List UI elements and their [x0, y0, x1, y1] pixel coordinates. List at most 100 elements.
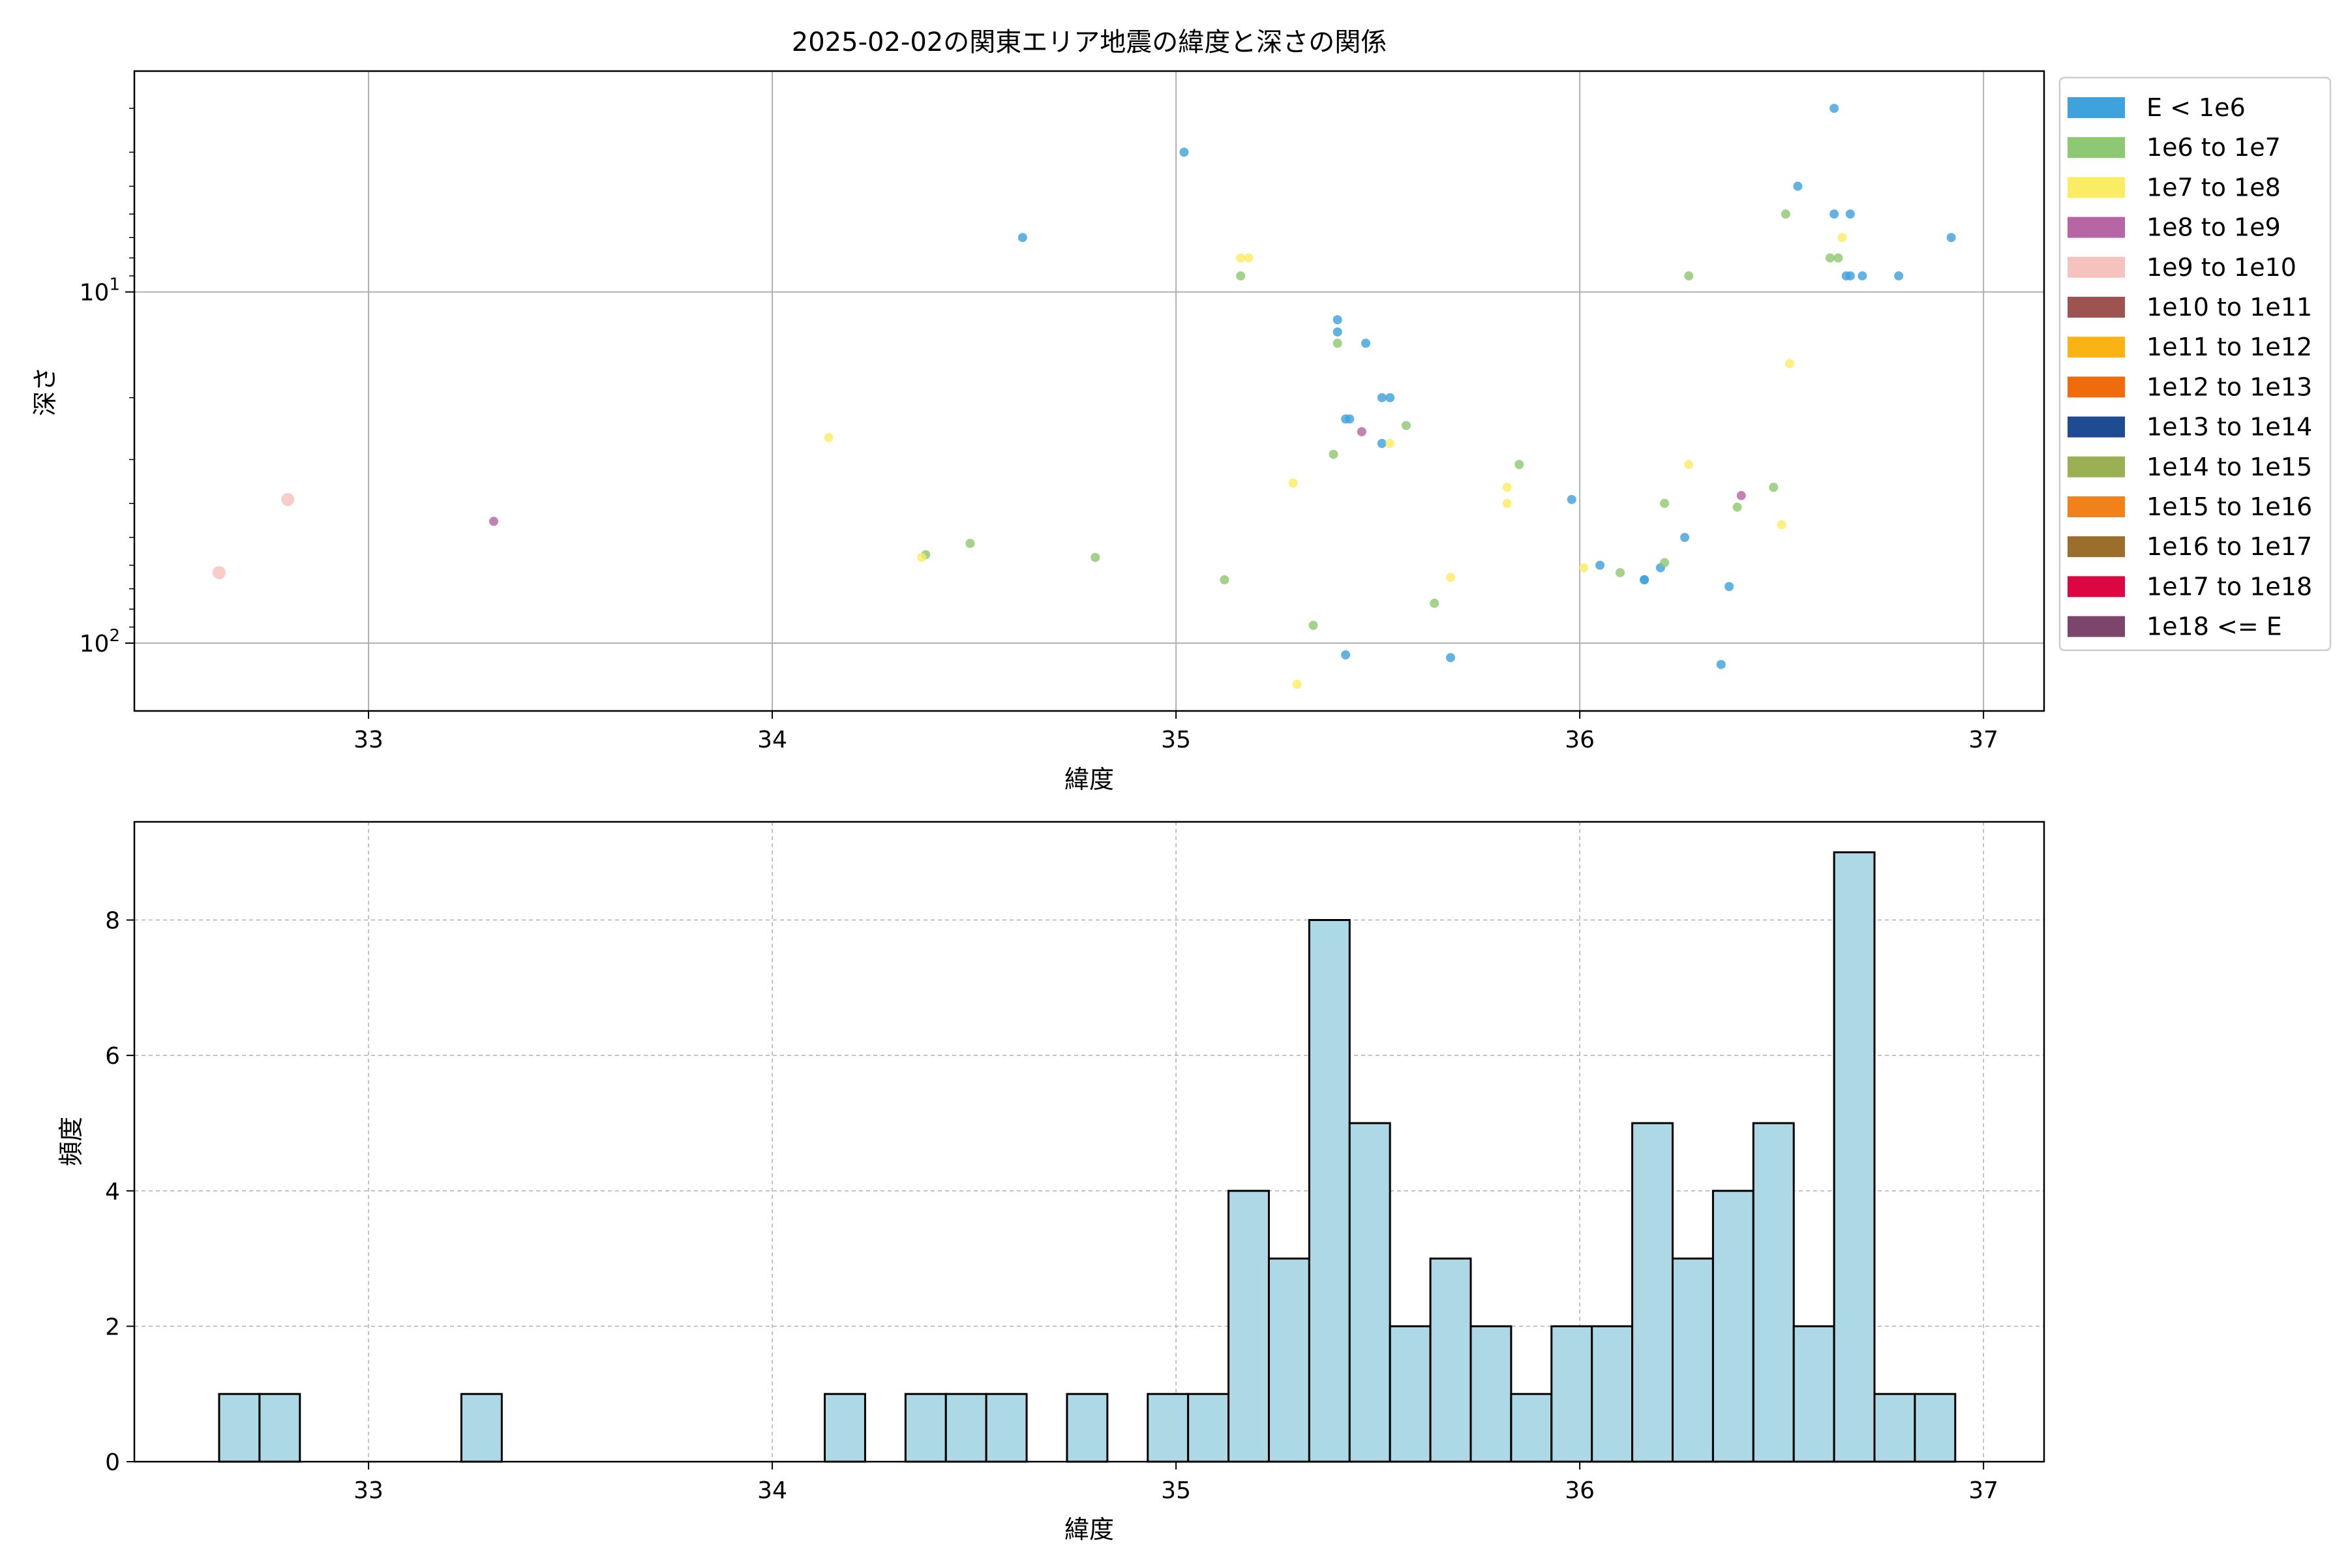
histogram-x-tick-label: 35	[1161, 1477, 1191, 1504]
histogram-bar	[1591, 1325, 1634, 1463]
legend-label: 1e18 <= E	[2146, 612, 2282, 641]
scatter-point	[1357, 427, 1366, 436]
histogram-bar	[1348, 1122, 1391, 1463]
histogram-bars	[218, 851, 1957, 1463]
histogram-x-ticks: 33 34 35 36 37	[354, 1462, 1998, 1504]
scatter-point	[1430, 598, 1439, 608]
scatter-point	[1332, 327, 1342, 337]
histogram-bar	[1066, 1393, 1109, 1463]
legend-swatch	[2068, 137, 2125, 158]
histogram-bar	[1550, 1325, 1593, 1463]
legend-label: 1e8 to 1e9	[2146, 213, 2281, 242]
scatter-y-tick-label: 101	[80, 275, 120, 307]
scatter-point	[1446, 573, 1456, 582]
histogram-bar	[985, 1393, 1028, 1463]
histogram-bar	[944, 1393, 987, 1463]
scatter-point	[1684, 271, 1694, 280]
scatter-point	[1732, 502, 1742, 512]
scatter-point	[1858, 271, 1867, 280]
scatter-y-axis-label: 深さ	[31, 367, 59, 416]
scatter-plot-frame	[133, 70, 2045, 712]
scatter-point	[1377, 438, 1387, 448]
legend-swatch	[2068, 616, 2125, 637]
scatter-point	[1616, 567, 1625, 577]
histogram-y-tick-label: 6	[105, 1043, 120, 1070]
legend-swatch	[2068, 576, 2125, 597]
scatter-point	[1017, 233, 1027, 243]
histogram-y-axis-label: 頻度	[57, 1117, 85, 1166]
legend-label: 1e10 to 1e11	[2146, 293, 2312, 322]
histogram-bar	[1147, 1393, 1190, 1463]
histogram-x-tick-label: 33	[354, 1477, 384, 1504]
legend-label: 1e11 to 1e12	[2146, 333, 2312, 361]
scatter-x-tick-label: 33	[354, 727, 384, 753]
scatter-y-ticks: 101 102	[80, 108, 134, 657]
scatter-point	[1385, 393, 1395, 402]
scatter-point	[1514, 460, 1524, 470]
scatter-point	[1793, 181, 1803, 191]
scatter-point	[1829, 104, 1839, 113]
scatter-point	[1660, 558, 1670, 567]
legend-label: 1e12 to 1e13	[2146, 372, 2312, 401]
scatter-point	[1777, 520, 1786, 530]
scatter-x-tick-label: 34	[757, 727, 787, 753]
histogram-plot-frame	[133, 821, 2045, 1463]
scatter-point	[1567, 494, 1576, 504]
scatter-point	[281, 492, 295, 506]
scatter-point	[1736, 490, 1746, 500]
histogram-y-ticks: 0 2 4 6 8	[105, 908, 134, 1476]
legend-swatch	[2068, 496, 2125, 517]
scatter-point	[1236, 253, 1246, 263]
scatter-point	[1236, 271, 1246, 280]
legend-label: 1e16 to 1e17	[2146, 532, 2312, 561]
scatter-point	[1446, 653, 1456, 663]
histogram-bar	[218, 1393, 261, 1463]
scatter-point	[1595, 560, 1605, 570]
scatter-point	[489, 517, 498, 526]
scatter-point	[1769, 483, 1779, 492]
histogram-bar	[1469, 1325, 1513, 1463]
scatter-point	[1845, 271, 1855, 280]
histogram-bar	[1914, 1393, 1957, 1463]
scatter-point	[1785, 359, 1795, 369]
histogram-bar	[1752, 1122, 1795, 1463]
scatter-point	[1332, 315, 1342, 325]
legend-swatch	[2068, 376, 2125, 398]
scatter-point	[1833, 253, 1843, 263]
scatter-point	[1377, 393, 1387, 402]
histogram-x-tick-label: 34	[757, 1477, 787, 1504]
scatter-grid	[134, 71, 2044, 711]
legend-swatch	[2068, 177, 2125, 198]
histogram-y-tick-label: 2	[105, 1314, 120, 1340]
scatter-point	[1292, 680, 1302, 689]
histogram-bar	[1510, 1393, 1553, 1463]
legend-swatch	[2068, 337, 2125, 358]
scatter-point	[1829, 209, 1839, 219]
histogram-bar	[1267, 1258, 1310, 1463]
scatter-point	[212, 565, 226, 579]
legend-swatch	[2068, 456, 2125, 477]
histogram-bar	[1792, 1325, 1835, 1463]
scatter-point	[1220, 575, 1229, 584]
scatter-point	[1680, 532, 1690, 542]
scatter-points	[212, 104, 1956, 689]
scatter-point	[1837, 233, 1847, 243]
scatter-point	[1946, 233, 1956, 243]
histogram-y-tick-label: 4	[105, 1179, 120, 1205]
legend-label: 1e17 to 1e18	[2146, 572, 2312, 601]
histogram-bar	[1187, 1393, 1230, 1463]
histogram-bar	[1389, 1325, 1432, 1463]
histogram-bar	[1429, 1258, 1472, 1463]
scatter-x-tick-label: 35	[1161, 727, 1191, 753]
scatter-chart-title: 2025-02-02の関東エリア地震の緯度と深さの関係	[792, 27, 1387, 57]
legend-label: 1e13 to 1e14	[2146, 413, 2312, 442]
scatter-point	[1502, 498, 1512, 508]
histogram-x-axis-label: 緯度	[1064, 1515, 1114, 1544]
legend-label: 1e15 to 1e16	[2146, 492, 2312, 521]
histogram-bar	[904, 1393, 947, 1463]
scatter-point	[965, 539, 975, 549]
legend-swatch	[2068, 416, 2125, 438]
scatter-y-tick-label: 102	[80, 626, 120, 657]
scatter-x-tick-label: 36	[1565, 727, 1595, 753]
